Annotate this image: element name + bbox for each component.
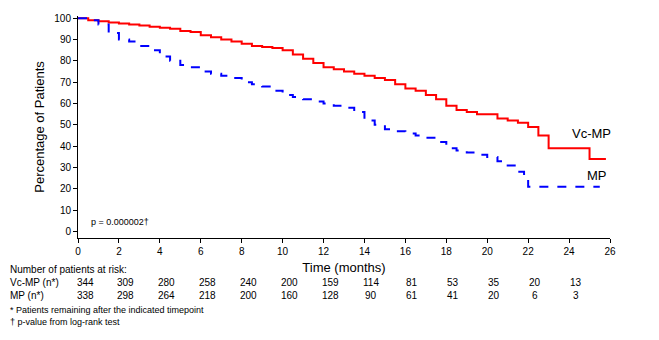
svg-text:22: 22 (523, 246, 535, 257)
svg-text:0: 0 (75, 246, 81, 257)
svg-text:218: 218 (199, 290, 216, 301)
svg-text:10: 10 (277, 246, 289, 257)
svg-text:128: 128 (322, 290, 339, 301)
svg-text:280: 280 (158, 277, 175, 288)
svg-text:40: 40 (60, 141, 72, 152)
svg-text:MP (n*): MP (n*) (10, 290, 44, 301)
svg-text:159: 159 (322, 277, 339, 288)
svg-text:Number of patients at risk:: Number of patients at risk: (10, 264, 127, 275)
svg-text:Time (months): Time (months) (302, 260, 385, 275)
svg-text:Vc-MP: Vc-MP (572, 126, 611, 141)
svg-text:20: 20 (60, 183, 72, 194)
svg-text:100: 100 (54, 13, 71, 24)
svg-text:6: 6 (198, 246, 204, 257)
svg-text:10: 10 (60, 205, 72, 216)
svg-text:50: 50 (60, 119, 72, 130)
svg-text:* Patients remaining after the: * Patients remaining after the indicated… (10, 305, 204, 315)
svg-text:14: 14 (359, 246, 371, 257)
svg-text:160: 160 (281, 290, 298, 301)
svg-text:MP: MP (587, 168, 607, 183)
svg-text:16: 16 (400, 246, 412, 257)
svg-text:35: 35 (488, 277, 500, 288)
svg-text:200: 200 (240, 290, 257, 301)
svg-text:Percentage of Patients: Percentage of Patients (32, 61, 47, 193)
svg-text:114: 114 (363, 277, 379, 288)
svg-text:3: 3 (573, 290, 579, 301)
svg-text:20: 20 (529, 277, 541, 288)
svg-text:20: 20 (488, 290, 500, 301)
svg-text:12: 12 (318, 246, 330, 257)
svg-text:258: 258 (199, 277, 216, 288)
svg-text:264: 264 (158, 290, 175, 301)
svg-text:Vc-MP (n*): Vc-MP (n*) (10, 277, 59, 288)
svg-text:41: 41 (447, 290, 459, 301)
svg-text:298: 298 (117, 290, 134, 301)
svg-text:26: 26 (604, 246, 616, 257)
svg-text:p = 0.000002†: p = 0.000002† (91, 217, 149, 227)
svg-text:60: 60 (60, 98, 72, 109)
svg-text:6: 6 (532, 290, 538, 301)
svg-text:8: 8 (239, 246, 245, 257)
svg-text:0: 0 (65, 226, 71, 237)
svg-text:90: 90 (365, 290, 377, 301)
svg-text:24: 24 (564, 246, 576, 257)
svg-text:20: 20 (482, 246, 494, 257)
svg-text:2: 2 (116, 246, 122, 257)
svg-text:30: 30 (60, 162, 72, 173)
svg-text:18: 18 (441, 246, 453, 257)
svg-text:4: 4 (157, 246, 163, 257)
svg-text:338: 338 (77, 290, 94, 301)
svg-text:309: 309 (117, 277, 134, 288)
svg-text:61: 61 (406, 290, 418, 301)
svg-text:13: 13 (570, 277, 582, 288)
svg-text:53: 53 (447, 277, 459, 288)
svg-text:344: 344 (77, 277, 94, 288)
svg-text:80: 80 (60, 55, 72, 66)
svg-text:90: 90 (60, 34, 72, 45)
svg-text:70: 70 (60, 77, 72, 88)
svg-text:81: 81 (406, 277, 418, 288)
svg-text:240: 240 (240, 277, 257, 288)
svg-text:200: 200 (281, 277, 298, 288)
svg-text:† p-value from log-rank test: † p-value from log-rank test (10, 317, 120, 327)
